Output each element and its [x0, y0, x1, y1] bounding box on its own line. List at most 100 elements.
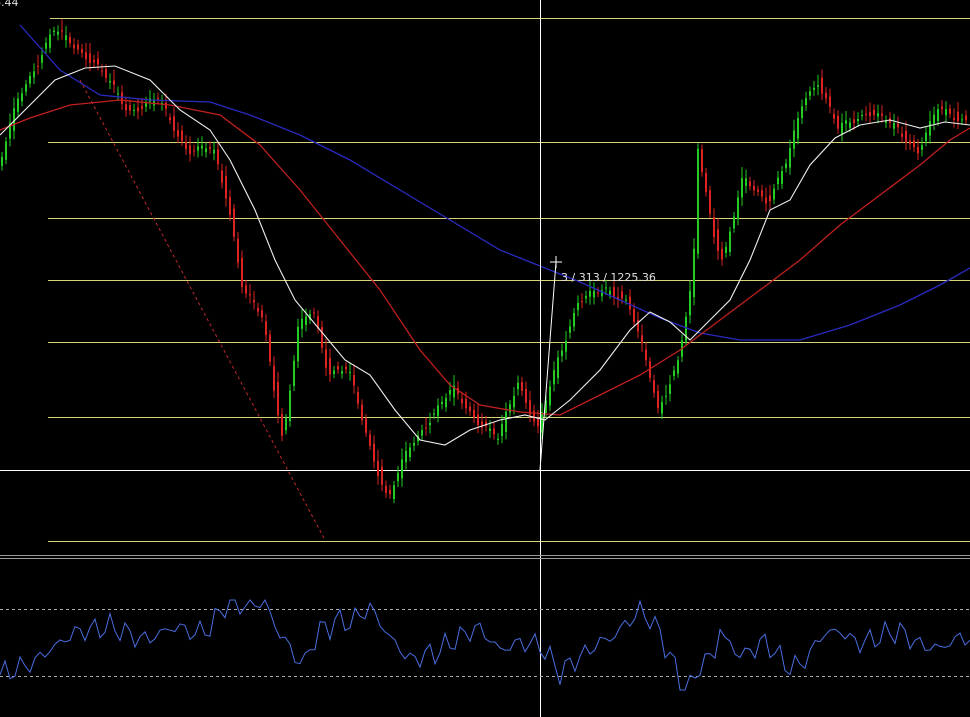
candle-body — [665, 395, 667, 397]
candle-body — [421, 430, 423, 436]
fib-trend-line — [79, 79, 326, 541]
candle-body — [789, 148, 791, 168]
candle-body — [377, 460, 379, 476]
candle-body — [209, 147, 211, 149]
candle-body — [913, 140, 915, 148]
candle-body — [61, 29, 63, 32]
indicator-line — [0, 598, 970, 691]
candle-body — [385, 485, 387, 493]
candle-body — [105, 69, 107, 78]
candle-body — [329, 358, 331, 375]
candle-body — [549, 386, 551, 406]
candle-body — [113, 80, 115, 85]
candle-body — [17, 98, 19, 112]
candle-body — [41, 55, 43, 63]
candle-body — [885, 120, 887, 123]
candle-body — [569, 326, 571, 333]
candle-body — [381, 466, 383, 485]
candle-body — [141, 106, 143, 109]
candle-body — [861, 114, 863, 116]
candle-body — [489, 428, 491, 431]
candle-body — [645, 349, 647, 361]
candle-body — [557, 357, 559, 378]
candle-body — [277, 382, 279, 416]
candle-body — [125, 104, 127, 111]
candle-body — [717, 229, 719, 251]
candle-body — [801, 106, 803, 119]
candle-body — [289, 390, 291, 422]
candle-body — [837, 116, 839, 129]
candle-body — [469, 406, 471, 412]
candle-body — [37, 65, 39, 67]
candle-body — [353, 374, 355, 386]
candle-body — [921, 145, 923, 150]
candle-body — [745, 178, 747, 186]
candle-body — [193, 150, 195, 152]
candle-body — [609, 290, 611, 295]
candle-body — [945, 109, 947, 116]
candle-body — [653, 380, 655, 393]
candle-body — [797, 117, 799, 139]
candle-body — [537, 418, 539, 427]
candle-body — [905, 130, 907, 143]
candle-body — [357, 392, 359, 404]
candle-body — [897, 123, 899, 128]
candle-body — [393, 485, 395, 499]
candle-body — [293, 360, 295, 386]
candle-body — [137, 107, 139, 112]
candle-body — [781, 171, 783, 184]
candle-body — [425, 427, 427, 429]
candle-body — [97, 58, 99, 65]
candle-body — [677, 360, 679, 374]
candle-body — [589, 290, 591, 297]
candle-body — [45, 42, 47, 49]
candle-body — [189, 145, 191, 155]
candle-body — [265, 321, 267, 336]
candle-body — [389, 490, 391, 495]
candle-body — [493, 428, 495, 435]
crosshair-measure — [539, 261, 557, 471]
candle-body — [613, 287, 615, 298]
candle-body — [933, 114, 935, 124]
candle-body — [765, 197, 767, 204]
candles — [1, 19, 967, 504]
candle-body — [473, 410, 475, 418]
candle-body — [285, 418, 287, 431]
candle-body — [5, 141, 7, 160]
candle-body — [309, 314, 311, 320]
candle-body — [769, 195, 771, 202]
ma-fast — [0, 65, 970, 446]
candle-body — [397, 472, 399, 482]
candle-body — [153, 99, 155, 106]
candle-body — [825, 93, 827, 99]
candle-body — [849, 122, 851, 128]
candle-body — [269, 334, 271, 362]
candle-body — [221, 170, 223, 183]
candle-body — [481, 421, 483, 428]
candle-body — [185, 142, 187, 150]
candle-body — [333, 370, 335, 374]
candle-body — [713, 217, 715, 237]
candle-body — [81, 49, 83, 53]
candle-body — [593, 290, 595, 298]
candle-body — [429, 422, 431, 426]
candle-body — [505, 411, 507, 432]
candle-body — [413, 443, 415, 446]
candle-body — [465, 398, 467, 409]
candle-body — [573, 312, 575, 327]
candle-body — [453, 385, 455, 398]
candle-body — [793, 130, 795, 149]
candle-body — [853, 119, 855, 124]
candle-body — [673, 370, 675, 377]
candle-body — [937, 109, 939, 122]
crosshair-cursor — [550, 256, 562, 268]
candle-body — [261, 310, 263, 318]
candle-body — [601, 290, 603, 297]
candle-body — [605, 287, 607, 289]
candle-body — [237, 238, 239, 263]
candle-body — [813, 87, 815, 90]
candle-body — [253, 299, 255, 303]
candle-body — [517, 382, 519, 390]
